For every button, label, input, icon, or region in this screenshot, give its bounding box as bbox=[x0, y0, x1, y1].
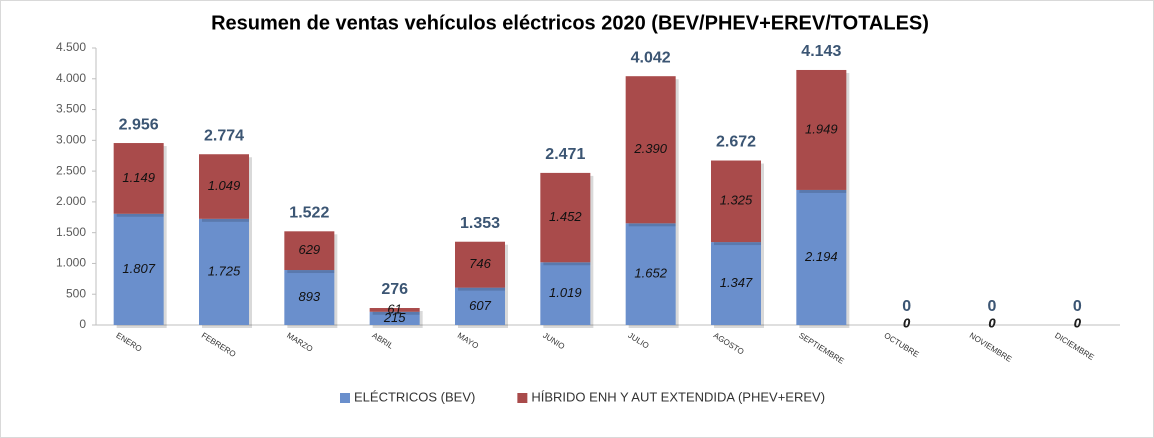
total-label: 0 bbox=[1073, 298, 1082, 315]
bar-segment bbox=[113, 213, 164, 325]
bar-segment bbox=[540, 262, 591, 325]
segment-label: 1.019 bbox=[549, 285, 582, 300]
y-tick-label: 3.500 bbox=[56, 102, 86, 116]
total-label: 2.672 bbox=[716, 134, 756, 151]
total-label: 1.522 bbox=[289, 205, 329, 222]
bar-segment bbox=[625, 76, 676, 224]
y-tick-label: 1.500 bbox=[56, 225, 86, 239]
bar-segment bbox=[284, 231, 335, 271]
y-tick-label: 1.000 bbox=[56, 256, 86, 270]
segment-label: 0 bbox=[988, 315, 996, 330]
segment-label: 629 bbox=[298, 242, 320, 257]
total-label: 276 bbox=[381, 281, 408, 298]
total-label: 2.956 bbox=[119, 116, 159, 133]
legend-swatch bbox=[517, 393, 528, 403]
segment-label: 1.652 bbox=[634, 266, 667, 281]
bar-segment bbox=[455, 241, 505, 288]
total-label: 1.353 bbox=[460, 215, 500, 232]
segment-label: 746 bbox=[469, 256, 491, 271]
bar-segment bbox=[796, 189, 847, 325]
segment-label: 0 bbox=[903, 315, 911, 330]
chart-title: Resumen de ventas vehículos eléctricos 2… bbox=[211, 12, 929, 34]
segment-label: 893 bbox=[298, 289, 320, 304]
segment-label: 1.325 bbox=[720, 193, 753, 208]
segment-label: 61 bbox=[387, 301, 401, 316]
total-label: 2.471 bbox=[545, 146, 585, 163]
bar-segment bbox=[625, 223, 676, 325]
segment-label: 0 bbox=[1074, 315, 1082, 330]
y-tick-label: 4.000 bbox=[56, 71, 86, 85]
bar-segment bbox=[369, 308, 420, 312]
segment-label: 1.347 bbox=[720, 275, 753, 290]
y-tick-label: 2.000 bbox=[56, 194, 86, 208]
segment-label: 1.149 bbox=[122, 170, 155, 185]
legend-label: HÍBRIDO ENH Y AUT EXTENDIDA (PHEV+EREV) bbox=[531, 389, 825, 404]
bar-segment bbox=[199, 218, 249, 325]
legend-swatch bbox=[340, 393, 350, 403]
segment-label: 607 bbox=[469, 298, 491, 313]
bar-segment bbox=[796, 69, 847, 190]
segment-label: 1.949 bbox=[805, 121, 838, 136]
segment-label: 0 bbox=[903, 315, 911, 330]
segment-label: 215 bbox=[383, 310, 406, 325]
total-label: 0 bbox=[902, 298, 911, 315]
bar-segment bbox=[540, 172, 591, 263]
segment-label: 0 bbox=[1074, 315, 1082, 330]
segment-label: 2.194 bbox=[804, 249, 838, 264]
bar-segment bbox=[199, 154, 249, 219]
bar-segment bbox=[455, 287, 505, 325]
total-label: 2.774 bbox=[204, 127, 244, 144]
y-tick-label: 4.500 bbox=[56, 40, 86, 54]
y-tick-label: 0 bbox=[79, 317, 86, 331]
segment-label: 1.807 bbox=[122, 261, 155, 276]
total-label: 0 bbox=[988, 298, 997, 315]
segment-label: 2.390 bbox=[633, 141, 667, 156]
legend-label: ELÉCTRICOS (BEV) bbox=[354, 389, 475, 404]
y-tick-label: 2.500 bbox=[56, 163, 86, 177]
bar-segment bbox=[711, 160, 761, 243]
bar-segment bbox=[711, 242, 761, 325]
bar-segment bbox=[369, 311, 420, 325]
segment-label: 0 bbox=[988, 315, 996, 330]
bar-segment bbox=[284, 270, 335, 325]
bar-segment bbox=[113, 143, 164, 214]
segment-label: 1.725 bbox=[208, 263, 241, 278]
total-label: 4.042 bbox=[631, 49, 671, 66]
y-tick-label: 3.000 bbox=[56, 133, 86, 147]
bar-shadow bbox=[372, 311, 423, 315]
segment-label: 1.049 bbox=[208, 178, 241, 193]
y-tick-label: 500 bbox=[66, 286, 86, 300]
total-label: 4.143 bbox=[801, 43, 841, 60]
segment-label: 1.452 bbox=[549, 209, 582, 224]
